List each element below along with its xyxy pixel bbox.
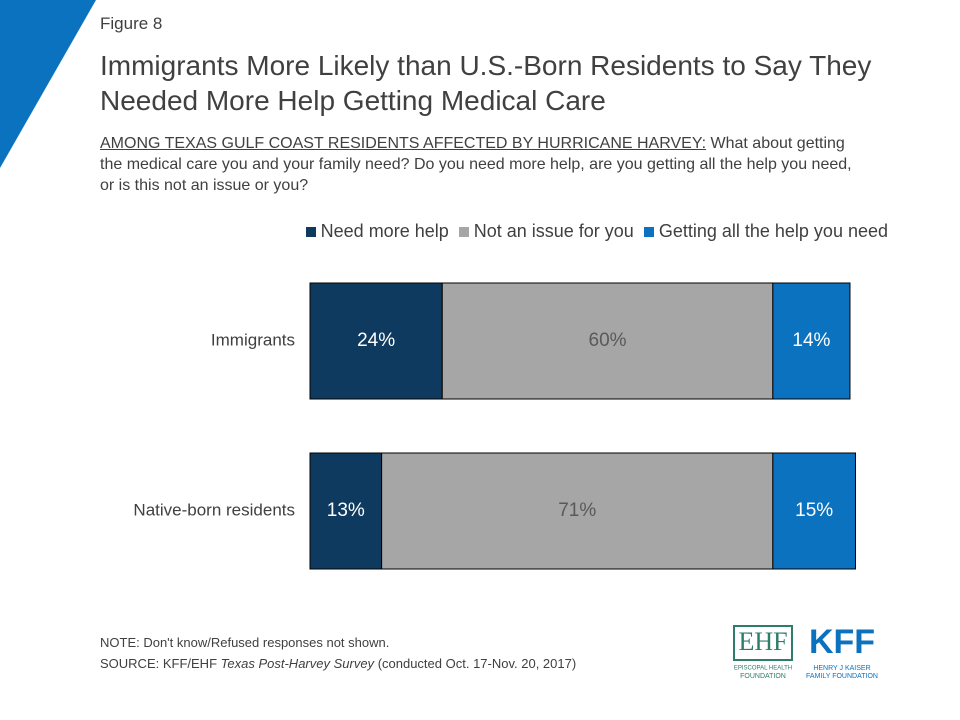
legend-label: Not an issue for you (473, 221, 634, 241)
bar-segment (381, 452, 774, 570)
bar-segment (309, 452, 383, 570)
chart-title: Immigrants More Likely than U.S.-Born Re… (100, 50, 872, 116)
legend-swatch (458, 226, 469, 237)
category-label: Immigrants (211, 330, 295, 349)
figure-label: Figure 8 (100, 14, 163, 33)
logos: EHF EPISCOPAL HEALTH FOUNDATION KFF HENR… (733, 624, 878, 680)
bar-segment (309, 282, 443, 400)
legend-item: Need more help (305, 221, 449, 242)
ehf-line1: EPISCOPAL HEALTH (734, 666, 792, 672)
note: NOTE: Don't know/Refused responses not s… (100, 635, 390, 650)
subtitle-text: What about getting the medical care you … (100, 135, 852, 194)
source: SOURCE: KFF/EHF Texas Post-Harvey Survey… (100, 653, 576, 674)
legend-swatch (643, 226, 654, 237)
legend-label: Need more help (320, 221, 449, 241)
value-label: 60% (589, 330, 627, 351)
value-label: 71% (558, 500, 596, 521)
ehf-mark: EHF (738, 627, 787, 656)
ehf-line2: FOUNDATION (740, 673, 786, 680)
bar-segment (772, 452, 856, 570)
legend: Need more help Not an issue for you Gettin… (305, 221, 888, 242)
kff-mark: KFF (809, 624, 875, 661)
value-label: 15% (795, 500, 833, 521)
corner-decoration (0, 0, 96, 168)
legend-swatch (305, 226, 316, 237)
kff-line2: FAMILY FOUNDATION (806, 673, 878, 680)
ehf-box (733, 625, 793, 661)
legend-label: Getting all the help you need (658, 221, 888, 241)
source-rest: (conducted Oct. 17-Nov. 20, 2017) (377, 656, 577, 671)
category-label: Native-born residents (133, 500, 295, 519)
source-lead: SOURCE: KFF/EHF (100, 656, 218, 671)
subtitle: AMONG TEXAS GULF COAST RESIDENTS AFFECTE… (100, 133, 870, 196)
bar-segment (772, 282, 851, 400)
kff-line1: HENRY J KAISER (813, 665, 870, 672)
footnote: NOTE: Don't know/Refused responses not s… (100, 632, 576, 674)
value-label: 13% (327, 500, 365, 521)
subtitle-lead: AMONG TEXAS GULF COAST RESIDENTS AFFECTE… (100, 135, 707, 152)
value-label: 24% (357, 330, 395, 351)
source-survey: Texas Post-Harvey Survey (220, 656, 375, 671)
legend-item: Getting all the help you need (643, 221, 888, 242)
legend-item: Not an issue for you (458, 221, 634, 242)
value-label: 14% (792, 330, 830, 351)
